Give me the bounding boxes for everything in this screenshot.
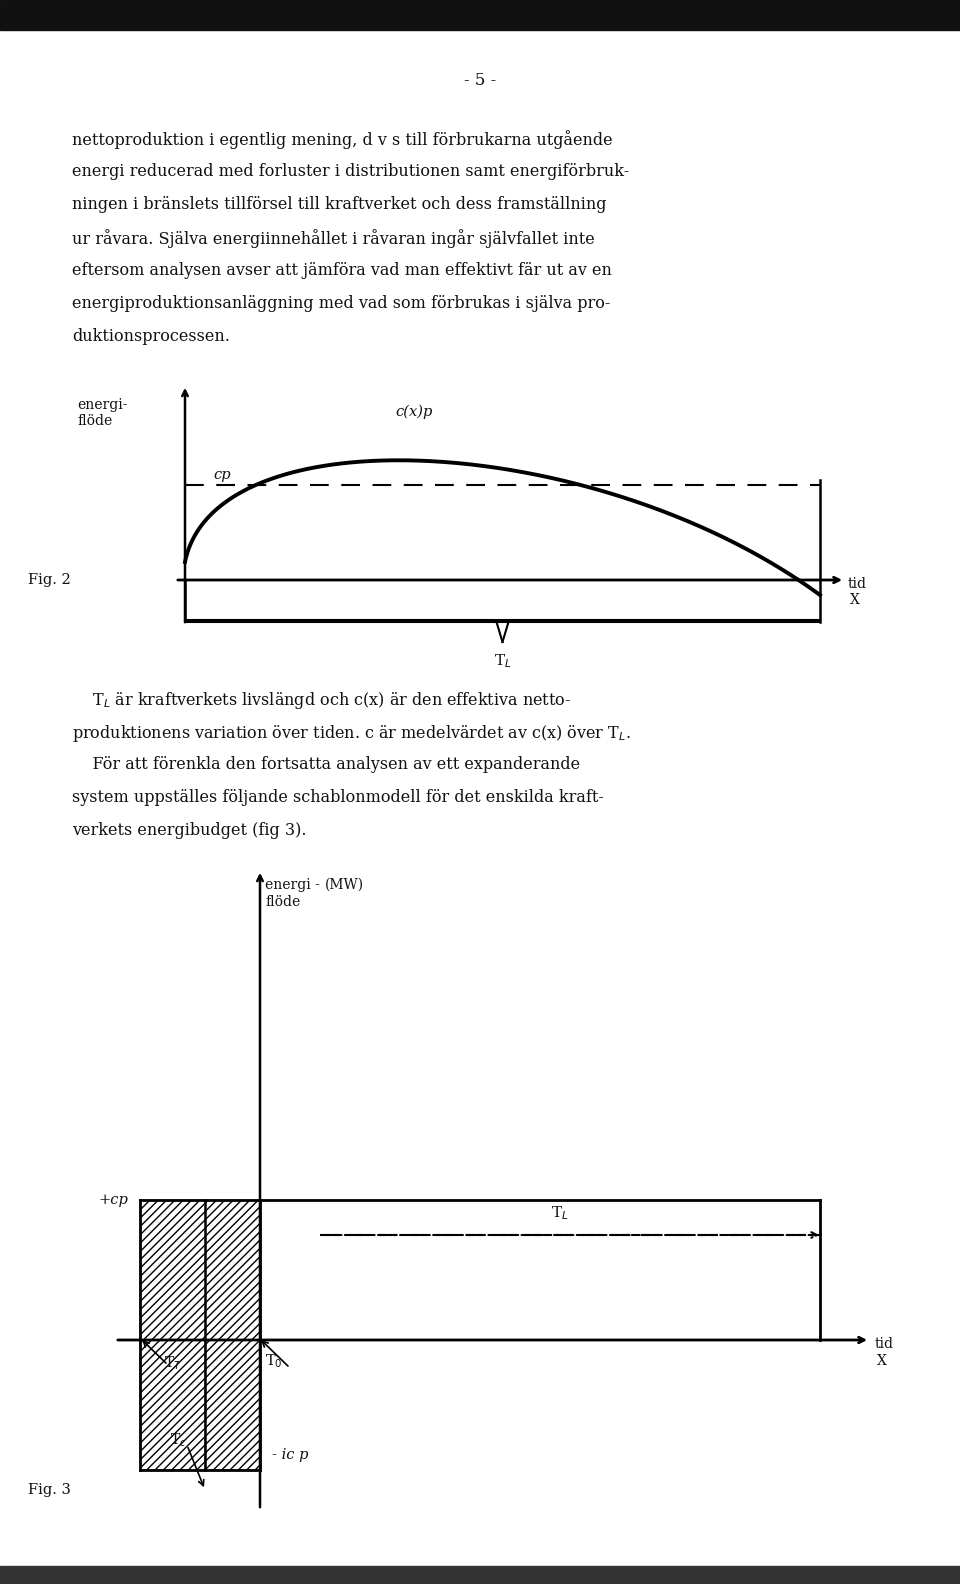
- Text: duktionsprocessen.: duktionsprocessen.: [72, 328, 229, 345]
- Text: c(x)p: c(x)p: [395, 406, 432, 420]
- Text: För att förenkla den fortsatta analysen av ett expanderande: För att förenkla den fortsatta analysen …: [72, 756, 580, 773]
- Text: T$_0$: T$_0$: [265, 1353, 282, 1370]
- Text: T$_T$: T$_T$: [163, 1354, 181, 1372]
- Text: flöde: flöde: [265, 895, 300, 909]
- Text: system uppställes följande schablonmodell för det enskilda kraft-: system uppställes följande schablonmodel…: [72, 789, 604, 806]
- Text: - 5 -: - 5 -: [464, 71, 496, 89]
- Text: nettoproduktion i egentlig mening, d v s till förbrukarna utgående: nettoproduktion i egentlig mening, d v s…: [72, 130, 612, 149]
- Bar: [0, 1567, 960, 1584]
- Text: verkets energibudget (fig 3).: verkets energibudget (fig 3).: [72, 822, 306, 840]
- Text: T$_L$: T$_L$: [551, 1204, 569, 1221]
- Text: (MW): (MW): [325, 878, 364, 892]
- Text: energi -: energi -: [265, 878, 320, 892]
- Bar: [140, 1340, 205, 1470]
- Text: X: X: [850, 592, 860, 607]
- Text: X: X: [877, 1354, 887, 1369]
- Text: eftersom analysen avser att jämföra vad man effektivt fär ut av en: eftersom analysen avser att jämföra vad …: [72, 261, 612, 279]
- Bar: [140, 1201, 260, 1340]
- Text: ur råvara. Själva energiinnehållet i råvaran ingår självfallet inte: ur råvara. Själva energiinnehållet i råv…: [72, 230, 595, 249]
- Text: Fig. 2: Fig. 2: [28, 573, 71, 588]
- Text: Fig. 3: Fig. 3: [28, 1483, 71, 1497]
- Text: ningen i bränslets tillförsel till kraftverket och dess framställning: ningen i bränslets tillförsel till kraft…: [72, 196, 607, 212]
- Text: energiproduktionsanläggning med vad som förbrukas i själva pro-: energiproduktionsanläggning med vad som …: [72, 295, 611, 312]
- Text: T$_c$: T$_c$: [170, 1432, 187, 1449]
- Text: tid: tid: [848, 577, 867, 591]
- Text: energi reducerad med forluster i distributionen samt energiförbruk-: energi reducerad med forluster i distrib…: [72, 163, 629, 181]
- Text: cp: cp: [213, 467, 230, 482]
- Bar: [205, 1340, 260, 1470]
- Text: energi-
flöde: energi- flöde: [77, 398, 128, 428]
- Text: produktionens variation över tiden. c är medelvärdet av c(x) över T$_L$.: produktionens variation över tiden. c är…: [72, 722, 631, 744]
- Text: - ic p: - ic p: [272, 1448, 308, 1462]
- Text: T$_L$ är kraftverkets livslängd och c(x) är den effektiva netto-: T$_L$ är kraftverkets livslängd och c(x)…: [72, 691, 571, 711]
- Text: +cp: +cp: [98, 1193, 128, 1207]
- Bar: [0, 0, 960, 30]
- Text: T$_L$: T$_L$: [493, 653, 512, 670]
- Text: tid: tid: [875, 1337, 894, 1351]
